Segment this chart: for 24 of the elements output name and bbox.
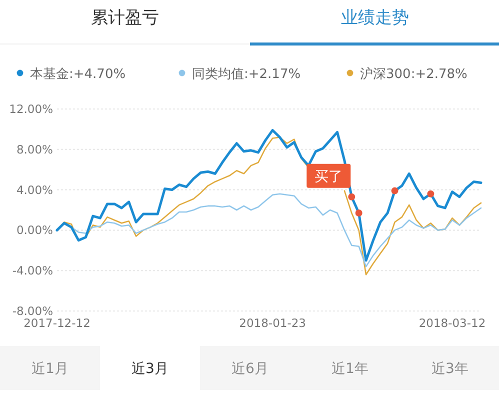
- point: [427, 190, 434, 198]
- y-tick-label: 12.00%: [9, 102, 54, 116]
- annotation: 买了: [314, 168, 343, 185]
- point: [355, 210, 362, 217]
- x-tick-label: 2018-01-23: [239, 316, 306, 330]
- legend-label: 同类均值:+2.17%: [192, 67, 301, 82]
- text: 近6月: [232, 361, 268, 377]
- text: 近3月: [132, 361, 168, 377]
- x-tick-label: 2017-12-12: [24, 316, 90, 330]
- text: 累计盈亏: [91, 8, 159, 28]
- text: 近1月: [32, 361, 68, 377]
- x-tick-label: 2018-03-12: [418, 316, 486, 330]
- point: [348, 193, 356, 200]
- y-tick-label: -4.00%: [12, 264, 54, 278]
- y-tick-label: 0.00%: [16, 223, 54, 238]
- text: 近3年: [432, 361, 468, 377]
- legend-label: 本基金:+4.70%: [30, 67, 126, 82]
- point: [391, 187, 398, 194]
- y-tick-label: -8.00%: [12, 304, 54, 318]
- text: 业绩走势: [341, 8, 409, 28]
- y-tick-label: 4.00%: [16, 182, 54, 197]
- y-tick-label: 8.00%: [16, 142, 54, 156]
- legend-label: 沪深300:+2.78%: [360, 66, 468, 82]
- text: 近1年: [332, 361, 368, 377]
